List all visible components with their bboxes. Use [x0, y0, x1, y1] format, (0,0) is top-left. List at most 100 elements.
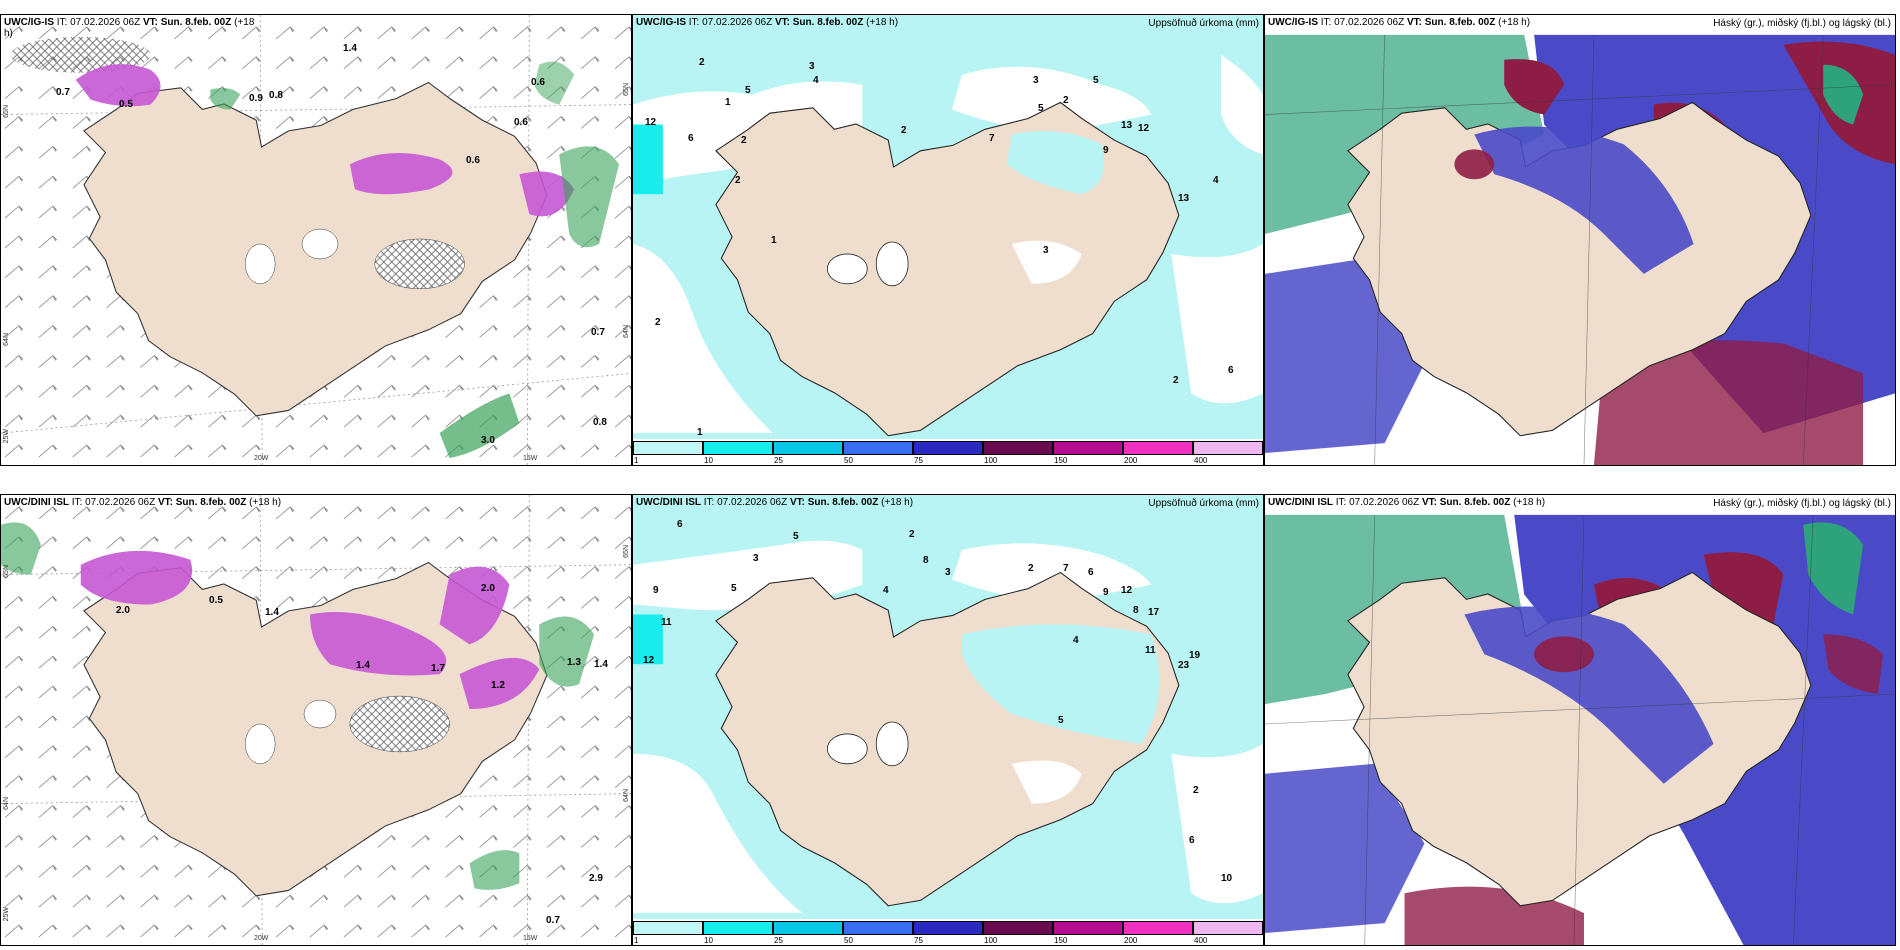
- issue-time: IT: 07.02.2026 06Z: [1320, 17, 1405, 28]
- precip-value: 2: [1173, 375, 1179, 386]
- colorbar-tick: 150: [1054, 456, 1068, 465]
- precip-map: [633, 15, 1263, 465]
- colorbar-swatch: [1123, 441, 1193, 455]
- precip-value: 4: [813, 75, 819, 86]
- precip-value: 9: [1103, 587, 1109, 598]
- precip-value: 5: [1058, 715, 1064, 726]
- precip-value: 5: [731, 583, 737, 594]
- precip-value: 12: [1121, 585, 1133, 596]
- lead-time: (+18 h): [881, 497, 914, 508]
- colorbar-swatch: [1193, 441, 1263, 455]
- precip-value: 12: [645, 117, 657, 128]
- issue-time: IT: 07.02.2026 06Z: [71, 497, 156, 508]
- valid-time-label: VT:: [1421, 497, 1437, 508]
- colorbar-tick: 100: [984, 936, 998, 945]
- precip-value: 11: [661, 617, 672, 628]
- issue-time: IT: 07.02.2026 06Z: [703, 497, 788, 508]
- valid-time: Sun. 8.feb. 00Z: [175, 497, 247, 508]
- lead-time: (+18 h): [1498, 17, 1531, 28]
- value-label: 0.8: [593, 417, 607, 428]
- valid-time-label: VT:: [789, 497, 805, 508]
- precip-value: 5: [1093, 75, 1099, 86]
- model-name: UWC/IG-IS: [636, 17, 686, 28]
- precip-value: 13: [1121, 120, 1133, 131]
- panel-header: UWC/DINI ISL IT: 07.02.2026 06Z VT: Sun.…: [1, 495, 631, 517]
- value-label: 0.8: [269, 90, 283, 101]
- value-label: 0.6: [531, 77, 545, 88]
- colorbar-swatch: [773, 441, 843, 455]
- colorbar-swatch: [703, 921, 773, 935]
- precip-value: 6: [1189, 835, 1195, 846]
- longitude-label: 15W: [523, 455, 538, 462]
- value-label: 0.9: [249, 93, 263, 104]
- precip-value: 10: [1221, 873, 1233, 884]
- lead-time: (+18 h): [866, 17, 899, 28]
- value-label: 3.0: [481, 435, 495, 446]
- cloud-map: [1265, 15, 1895, 465]
- precip-value: 5: [1038, 103, 1044, 114]
- cloud-map: [1265, 495, 1895, 945]
- precip-value: 3: [753, 553, 759, 564]
- value-label: 0.6: [514, 117, 528, 128]
- colorbar-tick: 150: [1054, 936, 1068, 945]
- valid-time-label: VT:: [774, 17, 790, 28]
- colorbar: 1 10 25 50 75 100 150 200 400: [633, 439, 1263, 465]
- value-label: 0.7: [591, 327, 605, 338]
- precip-value: 4: [883, 585, 889, 596]
- precip-value: 9: [653, 585, 659, 596]
- lead-time-cont: h): [4, 28, 13, 39]
- colorbar-tick: 1: [634, 456, 639, 465]
- model-name: UWC/IG-IS: [1268, 17, 1318, 28]
- valid-time: Sun. 8.feb. 00Z: [807, 497, 879, 508]
- map-panel-bottom-left: UWC/DINI ISL IT: 07.02.2026 06Z VT: Sun.…: [0, 494, 632, 946]
- colorbar-tick: 50: [844, 456, 853, 465]
- map-panel-bottom-mid: UWC/DINI ISL IT: 07.02.2026 06Z VT: Sun.…: [632, 494, 1264, 946]
- weather-map: [1, 15, 631, 465]
- precip-value: 8: [923, 555, 929, 566]
- value-label: 2.0: [481, 583, 495, 594]
- precip-value: 13: [1178, 193, 1190, 204]
- precip-value: 1: [697, 427, 703, 438]
- colorbar-tick: 10: [704, 936, 713, 945]
- panel-header: UWC/IG-IS IT: 07.02.2026 06Z VT: Sun. 8.…: [1265, 15, 1895, 37]
- colorbar-swatch: [843, 441, 913, 455]
- colorbar-swatch: [633, 441, 703, 455]
- issue-time: IT: 07.02.2026 06Z: [56, 17, 141, 28]
- value-label: 0.5: [209, 595, 223, 606]
- map-panel-top-mid: UWC/IG-IS IT: 07.02.2026 06Z VT: Sun. 8.…: [632, 14, 1264, 466]
- precip-value: 3: [1043, 245, 1049, 256]
- weather-map: [1, 495, 631, 945]
- latitude-label: 65N: [3, 565, 10, 578]
- precip-value: 2: [1193, 785, 1199, 796]
- precip-value: 3: [809, 61, 815, 72]
- value-label: 1.4: [265, 607, 279, 618]
- precip-value: 6: [1228, 365, 1234, 376]
- precip-value: 2: [699, 57, 705, 68]
- colorbar-swatch: [633, 921, 703, 935]
- colorbar-tick: 25: [774, 936, 783, 945]
- value-label: 1.4: [594, 659, 608, 670]
- latitude-label: 64N: [623, 789, 630, 802]
- colorbar-tick: 400: [1194, 936, 1208, 945]
- map-panel-bottom-right: UWC/DINI ISL IT: 07.02.2026 06Z VT: Sun.…: [1264, 494, 1896, 946]
- colorbar-swatch: [843, 921, 913, 935]
- precip-value: 5: [745, 85, 751, 96]
- precip-value: 8: [1133, 605, 1139, 616]
- model-name: UWC/DINI ISL: [4, 497, 69, 508]
- valid-time: Sun. 8.feb. 00Z: [1424, 17, 1496, 28]
- precip-value: 7: [989, 133, 995, 144]
- latitude-label: 64N: [623, 325, 630, 338]
- value-label: 1.4: [343, 43, 357, 54]
- model-name: UWC/DINI ISL: [1268, 497, 1333, 508]
- value-label: 2.0: [116, 605, 130, 616]
- longitude-label: 25W: [3, 429, 10, 444]
- value-label: 0.7: [546, 915, 560, 926]
- latitude-label: 65N: [623, 545, 630, 558]
- precip-value: 9: [1103, 145, 1109, 156]
- precip-value: 1: [725, 97, 731, 108]
- colorbar-swatch: [1123, 921, 1193, 935]
- colorbar-swatch: [1053, 441, 1123, 455]
- longitude-label: 20W: [254, 935, 269, 942]
- value-label: 2.9: [589, 873, 603, 884]
- value-label: 0.7: [56, 87, 70, 98]
